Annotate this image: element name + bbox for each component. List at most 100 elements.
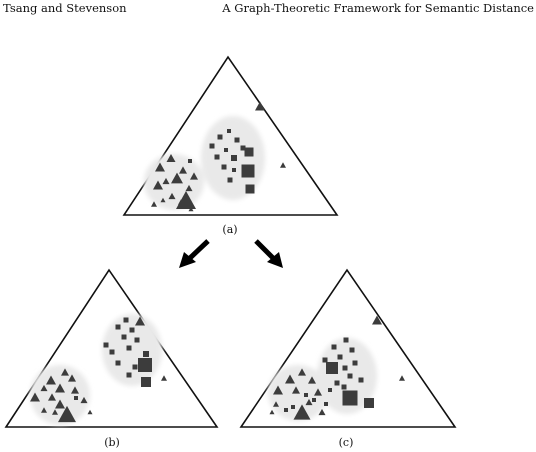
panel-a-halos — [144, 116, 265, 210]
panel-c-markers — [269, 315, 405, 420]
panel-b-square-marker — [103, 342, 109, 348]
panel-a-square-marker — [188, 159, 192, 163]
panel-c-square-marker — [342, 365, 348, 371]
panel-c-triangle-marker — [308, 376, 316, 384]
arrow-down-left-icon — [179, 239, 210, 268]
panel-b-caption: (b) — [104, 436, 120, 449]
panel-b: (b) — [4, 268, 219, 449]
panel-b-square-marker — [126, 372, 132, 378]
panel-b-square-marker — [129, 327, 135, 333]
panel-c-square-marker — [358, 377, 364, 383]
panel-c-caption: (c) — [339, 436, 354, 449]
panel-b-triangle-marker — [68, 374, 76, 382]
panel-a-square-marker — [227, 177, 233, 183]
panel-a-triangle-marker — [162, 177, 170, 185]
panel-b-square-marker — [126, 345, 132, 351]
panel-a-triangle-marker — [188, 206, 194, 212]
panel-b-triangle-marker — [55, 383, 65, 393]
panel-a-square-marker — [240, 145, 246, 151]
panel-b-square-marker — [74, 396, 78, 400]
panel-a-triangle-marker — [155, 162, 165, 172]
panel-b-triangle-marker — [135, 316, 145, 326]
panel-b-triangle-marker — [46, 375, 56, 385]
panel-b-square-marker — [138, 358, 152, 372]
panel-a-triangle-marker — [179, 166, 187, 174]
panel-a-square-marker — [234, 137, 240, 143]
panel-c-triangle-marker — [399, 375, 405, 381]
panel-a-markers — [151, 101, 286, 212]
panel-a-triangle-marker — [171, 172, 183, 184]
panel-b-triangle-marker — [52, 409, 58, 415]
panel-b-triangle-marker — [80, 396, 88, 404]
panel-a-square-marker — [224, 148, 228, 152]
panel-a-triangle-marker — [160, 197, 166, 203]
panel-a-caption: (a) — [222, 223, 237, 236]
panel-b-square-marker — [141, 377, 151, 387]
panel-c-square-marker — [334, 380, 340, 386]
panel-a-square-marker — [217, 134, 223, 140]
panel-c-square-marker — [304, 393, 308, 397]
panel-b-triangle-marker — [161, 375, 167, 381]
panel-a-square-marker — [209, 143, 215, 149]
panel-a-square-marker — [231, 155, 237, 161]
panel-c-triangle-marker — [273, 385, 283, 395]
panel-b-triangle — [4, 268, 219, 428]
panel-a-triangle-marker — [280, 162, 286, 168]
panel-b-triangle-marker — [87, 409, 93, 415]
panel-a-triangle-marker — [151, 201, 157, 207]
panel-b-square-marker — [123, 317, 129, 323]
panel-c-square-marker — [312, 398, 316, 402]
panel-c-square-marker — [364, 398, 374, 408]
panel-c-triangle-marker — [269, 409, 275, 415]
panel-c-triangle-marker — [292, 386, 300, 394]
panel-b-square-marker — [115, 324, 121, 330]
panel-a: (a) — [122, 55, 339, 236]
panel-c-square-marker — [337, 354, 343, 360]
panel-c-square-marker — [352, 360, 358, 366]
panel-a-triangle-marker — [176, 191, 196, 209]
panel-c-triangle-marker — [314, 388, 322, 396]
panel-c-square-marker — [347, 373, 353, 379]
panel-b-triangle-marker — [61, 368, 69, 376]
panel-b-triangle-marker — [48, 393, 56, 401]
panel-c-square-marker — [343, 337, 349, 343]
panel-a-square-marker — [214, 154, 220, 160]
panel-c-square-marker — [324, 402, 328, 406]
panel-a-triangle-marker — [168, 192, 176, 200]
panel-c-square-marker — [284, 408, 288, 412]
panel-b-square-marker — [143, 351, 149, 357]
panel-c-triangle-marker — [305, 398, 313, 406]
running-header-title: A Graph-Theoretic Framework for Semantic… — [222, 1, 534, 15]
panel-c-triangle-marker — [273, 401, 279, 407]
panel-c-square-marker — [342, 390, 358, 406]
panel-a-triangle-marker — [190, 172, 198, 180]
panel-c-triangle-marker — [293, 404, 311, 420]
panel-c-square-marker — [331, 344, 337, 350]
running-header-authors: Tsang and Stevenson — [3, 1, 127, 15]
panel-b-square-marker — [115, 360, 121, 366]
panel-b-square-marker — [132, 364, 138, 370]
panel-a-triangle-marker — [166, 153, 176, 163]
panel-b-triangle-marker — [40, 384, 48, 392]
panel-c-triangle-marker — [318, 408, 326, 416]
panel-b-triangle-marker — [30, 392, 40, 402]
panel-a-triangle — [122, 55, 339, 216]
panel-a-triangle-marker — [255, 101, 265, 111]
panel-a-square-marker — [241, 164, 255, 178]
panel-a-triangle-marker — [185, 184, 193, 192]
panel-b-triangle-marker — [41, 407, 47, 413]
panel-a-square-marker — [232, 168, 236, 172]
panel-b-markers — [30, 316, 167, 423]
arrow-down-right-icon — [254, 239, 283, 268]
panel-b-triangle-marker — [58, 405, 76, 423]
panel-c-triangle — [239, 268, 457, 428]
panel-c-square-marker — [328, 388, 332, 392]
panel-c-square-marker — [326, 362, 338, 374]
panel-c-square-marker — [341, 384, 347, 390]
panel-c-square-marker — [291, 405, 295, 409]
panel-b-square-marker — [109, 349, 115, 355]
panel-b-square-marker — [134, 337, 140, 343]
panel-a-square-marker — [244, 147, 254, 157]
panel-c: (c) — [239, 268, 457, 449]
